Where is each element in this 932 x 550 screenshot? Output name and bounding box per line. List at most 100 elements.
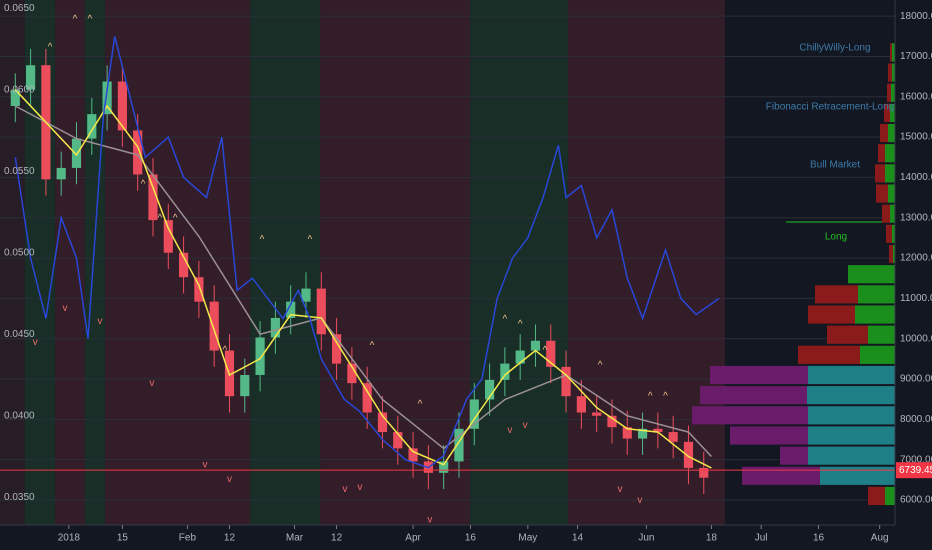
signal-marker: ^ [503, 314, 508, 325]
x-tick-label: 15 [117, 533, 129, 544]
profile-up [892, 63, 895, 82]
candle-body [699, 467, 709, 478]
candle-body [530, 340, 541, 351]
candle-body [515, 350, 525, 364]
profile-up [808, 365, 895, 385]
profile-down [730, 426, 808, 445]
profile-up [868, 325, 895, 344]
y2-tick-label: 18000.00 [900, 11, 932, 22]
profile-up [807, 386, 895, 405]
profile-up [892, 43, 895, 62]
profile-up [890, 103, 895, 122]
candle-body [454, 428, 464, 462]
candle-body [408, 448, 418, 462]
signal-marker: ^ [88, 14, 93, 25]
signal-marker: ^ [141, 179, 146, 190]
candle-body [87, 114, 97, 139]
candle-body [393, 432, 403, 449]
x-tick-label: 14 [572, 533, 584, 544]
signal-marker: v [97, 316, 102, 327]
profile-down [887, 83, 891, 102]
x-axis [0, 525, 932, 550]
profile-up [808, 406, 895, 425]
y-tick-label: 0.0350 [4, 492, 35, 503]
line-series [14, 89, 712, 469]
band [105, 0, 251, 525]
y2-tick-label: 7000.00 [900, 454, 932, 465]
x-tick-label: May [518, 533, 537, 544]
candle-body [576, 396, 586, 413]
profile-down [868, 486, 885, 506]
profile-up [891, 83, 895, 102]
signal-marker: ^ [648, 391, 653, 402]
line-series [14, 36, 720, 469]
y2-tick-label: 13000.00 [900, 212, 932, 223]
y-tick-label: 0.0450 [4, 329, 35, 340]
candle-body [194, 277, 204, 302]
annotation: ChillyWilly-Long [799, 43, 870, 54]
candle-body [209, 301, 219, 351]
candle-body [133, 130, 143, 175]
signal-marker: ^ [307, 234, 312, 245]
profile-up [893, 244, 895, 264]
annotation: Bull Market [810, 160, 860, 171]
y-tick-label: 0.0400 [4, 410, 35, 421]
candle-body [484, 379, 495, 400]
volume-profile [692, 43, 895, 506]
profile-down [878, 144, 885, 163]
candle-body [439, 461, 449, 473]
candle-body [331, 334, 342, 364]
x-tick-label: 16 [465, 533, 477, 544]
signal-marker: ^ [543, 345, 548, 356]
profile-down [827, 325, 868, 344]
y2-tick-label: 6000.00 [900, 495, 932, 506]
signal-marker: ^ [223, 345, 228, 356]
candle-body [179, 252, 189, 278]
x-tick-label: Apr [405, 533, 421, 544]
signal-marker: v [63, 303, 68, 314]
signal-marker: v [637, 495, 642, 506]
profile-up [892, 224, 895, 243]
profile-down [700, 386, 807, 405]
profile-down [889, 244, 893, 264]
profile-down [798, 345, 860, 364]
candle-body [500, 363, 510, 380]
y2-tick-label: 11000.00 [900, 293, 932, 304]
signal-marker: v [617, 484, 622, 495]
profile-up [885, 164, 895, 183]
candle-body [240, 375, 250, 397]
profile-up [820, 466, 895, 485]
candle-body [668, 432, 678, 442]
candle-body [255, 337, 265, 375]
y-tick-label: 0.0600 [4, 84, 35, 95]
signal-marker: v [523, 420, 528, 431]
y2-tick-label: 8000.00 [900, 414, 932, 425]
profile-down [886, 224, 892, 243]
band [84, 0, 106, 525]
profile-down [692, 406, 808, 425]
candle-body [301, 288, 311, 302]
x-tick-label: 12 [331, 533, 343, 544]
y2-tick-label: 9000.00 [900, 374, 932, 385]
profile-up [885, 486, 895, 506]
candle-body [622, 427, 632, 439]
x-tick-label: 2018 [58, 533, 81, 544]
signal-marker: ^ [418, 399, 423, 410]
profile-up [860, 345, 895, 364]
candle-body [10, 89, 20, 106]
candle-body [653, 428, 663, 433]
x-tick-label: Aug [871, 533, 889, 544]
candle-body [637, 428, 648, 439]
candle-body [469, 399, 479, 429]
signal-marker: ^ [48, 42, 53, 53]
annotation: Fibonacci Retracement-Long [766, 102, 894, 113]
band [55, 0, 85, 525]
profile-up [855, 305, 895, 324]
profile-down [876, 184, 888, 203]
band [250, 0, 321, 525]
y2-tick-label: 15000.00 [900, 132, 932, 143]
x-tick-label: Jul [755, 533, 768, 544]
candle-body [347, 363, 357, 384]
